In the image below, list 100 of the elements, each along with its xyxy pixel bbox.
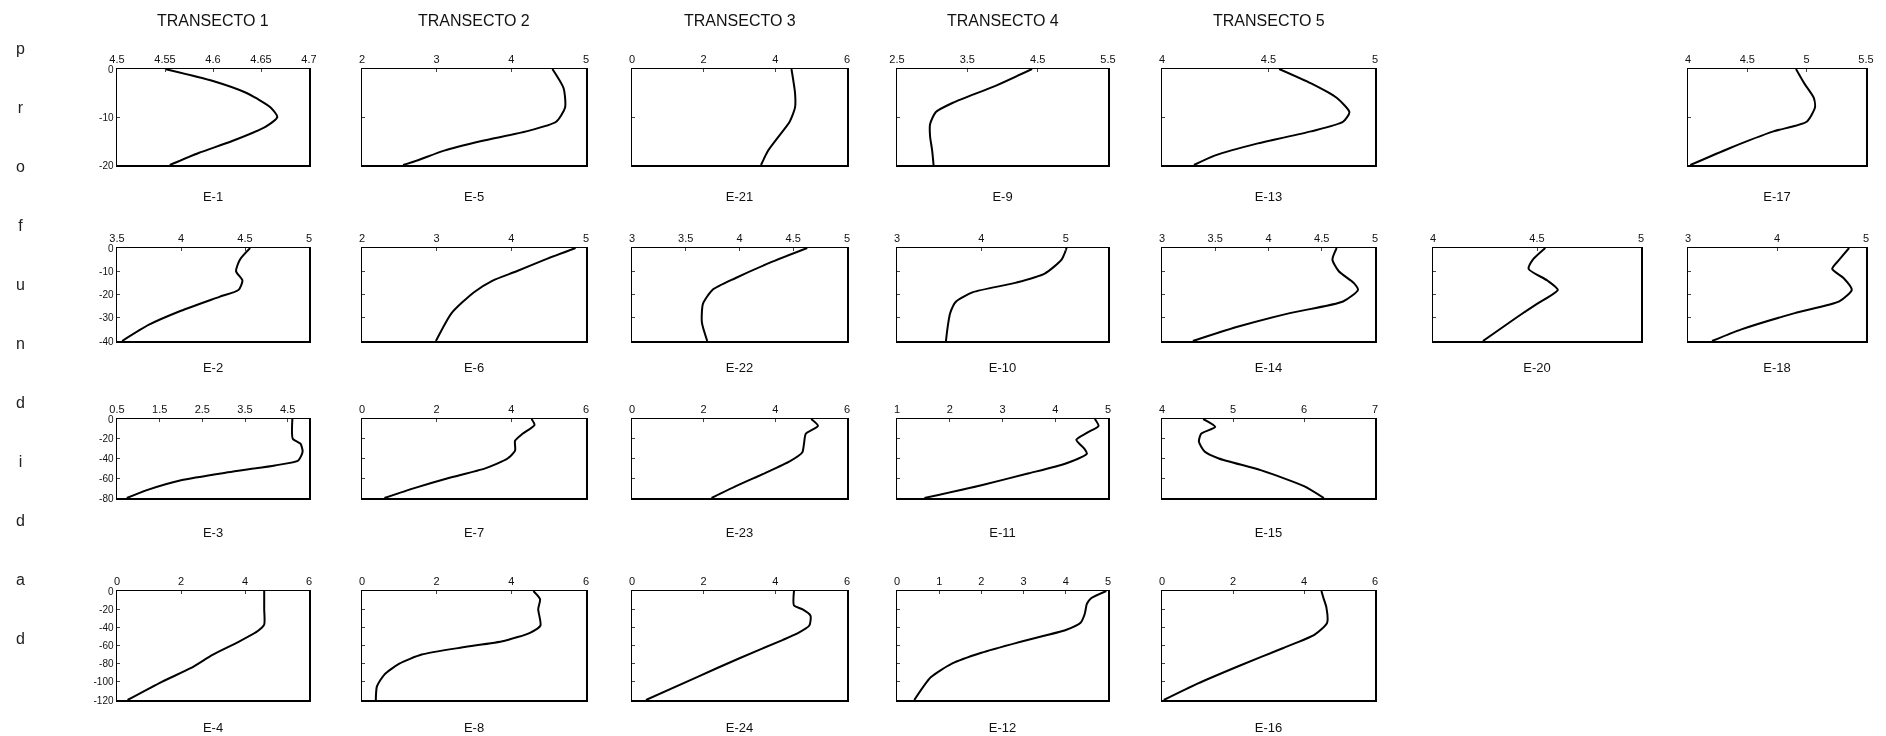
x-tick-label: 3 [433,232,440,245]
x-tick-label: 3 [999,403,1006,416]
x-tick-label: 4 [1265,232,1272,245]
x-tick-label: 4.55 [154,53,176,66]
y-tick-label: -80 [99,658,114,670]
x-tick-label: 4.5 [109,53,125,66]
x-tick-label: 5 [1062,232,1069,245]
x-tick-label: 3 [1158,232,1166,245]
x-tick-label: 4 [736,232,743,245]
text: TRANSECTO 5 [1213,12,1325,29]
x-tick-label: 0 [358,575,366,588]
x-tick-label: 4.5 [1314,232,1330,245]
x-tick-label: 5.5 [1100,53,1116,66]
y-tick-label: -60 [99,640,114,651]
x-tick-label: 0 [358,403,366,416]
x-tick-label: 4 [1052,403,1059,416]
text: E-8 [463,720,485,736]
x-tick-label: 6 [305,575,313,588]
text: E-11 [989,524,1016,540]
y-axis-title: profundidad [11,40,30,689]
x-tick-label: 2 [433,403,440,416]
x-tick-label: 6 [843,575,851,588]
x-tick-label: 1.5 [152,403,168,416]
x-tick-label: 5 [1803,53,1810,66]
x-tick-label: 6 [843,53,851,66]
x-tick-label: 6 [582,403,590,416]
x-tick-label: 4 [1684,53,1692,66]
x-tick-label: 2 [700,403,707,416]
x-tick-label: 5 [1371,232,1379,245]
x-tick-label: 4.5 [1030,53,1046,66]
y-tick-label: -40 [99,453,114,464]
x-tick-label: 4 [772,403,779,416]
y-tick-label: -80 [99,492,114,504]
x-tick-label: 4.5 [1260,53,1277,66]
text: E-20 [1523,359,1551,375]
x-tick-label: 2 [978,575,985,588]
x-tick-label: 0 [628,403,636,416]
x-tick-label: 4 [1158,403,1166,416]
y-tick-label: -20 [99,603,114,615]
text: E-12 [988,720,1017,736]
x-tick-label: 3 [1020,575,1027,588]
x-tick-label: 4 [1158,53,1166,66]
text: E-7 [463,524,485,540]
x-tick-label: 4.65 [250,53,272,66]
x-tick-label: 5 [1229,403,1237,416]
text: E-21 [725,188,754,204]
text: E-10 [988,359,1017,375]
y-tick-label: -40 [99,335,114,347]
x-tick-label: 3 [893,232,901,245]
x-tick-label: 3.5 [678,232,694,245]
x-tick-label: 5 [582,53,590,66]
x-tick-label: 5 [305,232,313,245]
text: E-17 [1763,188,1791,204]
x-tick-label: 6 [1371,575,1379,588]
y-tick-label: -120 [93,694,114,706]
text: E-14 [1254,359,1283,375]
x-tick-label: 4.7 [301,53,317,66]
y-tick-label: -20 [99,289,114,300]
text: E-22 [725,359,754,375]
text: E-3 [202,524,224,540]
x-tick-label: 0.5 [109,403,125,416]
y-tick-label: -100 [93,676,114,688]
x-tick-label: 2 [700,575,707,588]
y-tick-label: 0 [107,63,114,75]
y-tick-label: 0 [107,585,114,597]
x-tick-label: 2 [433,575,440,588]
x-tick-label: 2 [177,575,185,588]
x-tick-label: 4 [1773,232,1781,245]
x-tick-label: 7 [1371,403,1379,416]
x-tick-label: 4 [508,53,515,66]
text: E-16 [1254,720,1283,736]
x-tick-label: 5.5 [1858,53,1874,66]
x-tick-label: 0 [628,53,636,66]
x-tick-label: 4 [508,232,515,245]
y-tick-label: -60 [99,472,114,484]
x-tick-label: 5 [1637,232,1645,245]
y-tick-label: -40 [99,621,114,633]
x-tick-label: 6 [843,403,851,416]
y-tick-label: -10 [99,265,114,277]
text: TRANSECTO 1 [157,12,269,29]
text: TRANSECTO 2 [418,12,530,29]
x-tick-label: 3.5 [109,232,125,245]
x-tick-label: 4 [1062,575,1069,588]
x-tick-label: 1 [936,575,943,588]
text: E-9 [992,188,1013,204]
x-tick-label: 2 [700,53,707,66]
x-tick-label: 3.5 [237,403,253,416]
x-tick-label: 4.5 [280,403,296,416]
x-tick-label: 2 [946,403,953,416]
x-tick-label: 4.6 [205,53,221,66]
text: TRANSECTO 4 [947,12,1059,29]
x-tick-label: 4 [1300,575,1308,588]
x-tick-label: 0 [1158,575,1166,588]
x-tick-label: 0 [893,575,901,588]
x-tick-label: 3.5 [1207,232,1223,245]
x-tick-label: 4 [177,232,185,245]
x-tick-label: 1 [893,403,901,416]
x-tick-label: 4.5 [1739,53,1755,66]
text: E-24 [725,720,754,736]
text: E-23 [725,524,754,540]
